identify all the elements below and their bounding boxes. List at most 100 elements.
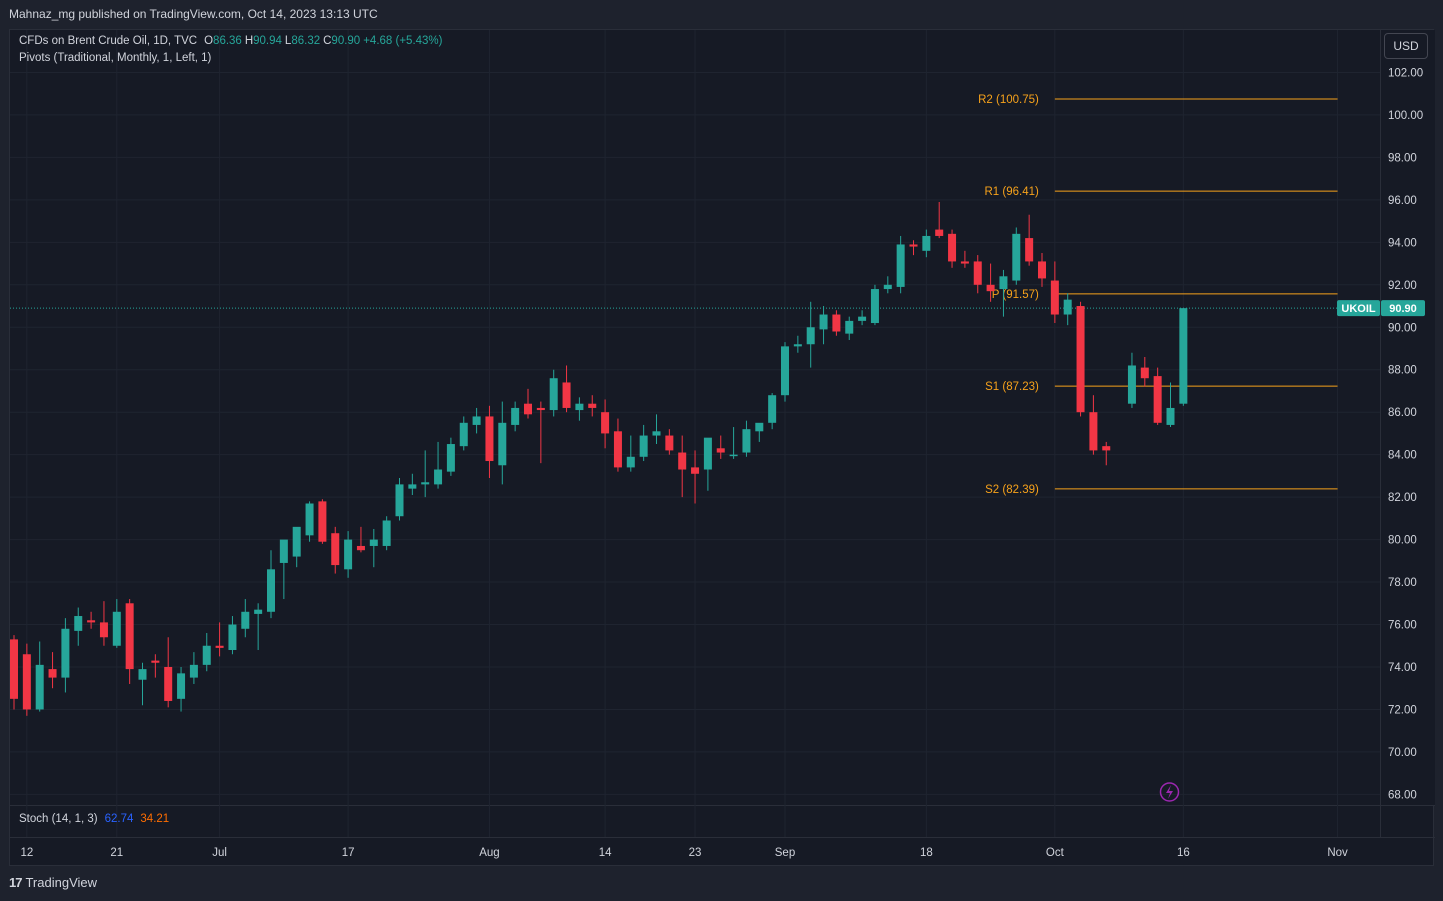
candle xyxy=(1076,301,1085,417)
candle xyxy=(382,516,391,551)
candle-body xyxy=(562,382,571,408)
candle-body xyxy=(793,344,802,347)
candle-body xyxy=(678,452,687,470)
candle-body xyxy=(99,622,108,638)
candle xyxy=(511,401,520,432)
last-price-label: 90.90 xyxy=(1389,303,1417,315)
candle xyxy=(254,603,263,650)
candle-body xyxy=(421,482,430,485)
candle-body xyxy=(703,437,712,470)
candle xyxy=(1050,261,1059,324)
candle xyxy=(755,422,764,442)
candle-body xyxy=(909,244,918,247)
candle xyxy=(768,393,777,430)
candle-body xyxy=(331,533,340,566)
candle-body xyxy=(305,503,314,536)
stoch-label: Stoch (14, 1, 3) xyxy=(19,813,98,825)
candle xyxy=(832,310,841,336)
symbol-legend: CFDs on Brent Crude Oil, 1D, TVC O86.36 H9… xyxy=(19,35,445,47)
candle xyxy=(703,437,712,491)
candle-body xyxy=(177,673,186,699)
candle xyxy=(973,255,982,294)
candle-body xyxy=(870,289,879,324)
candle xyxy=(112,599,121,648)
candle xyxy=(601,399,610,449)
candle xyxy=(626,435,635,472)
candle-body xyxy=(202,645,211,665)
candle-body xyxy=(1025,238,1034,262)
candle-body xyxy=(1166,407,1175,425)
candle-body xyxy=(575,403,584,411)
candle-body xyxy=(768,395,777,423)
y-tick-label: 90.00 xyxy=(1388,322,1417,334)
candle-body xyxy=(729,454,738,457)
candle-body xyxy=(1153,376,1162,423)
currency-button[interactable]: USD xyxy=(1384,33,1428,59)
candle-body xyxy=(960,261,969,264)
candle xyxy=(870,284,879,326)
price-chart[interactable]: 102.00 100.00 98.00 96.00 94.00 92.00 90.00 88.… xyxy=(10,30,1435,867)
candle xyxy=(151,654,160,678)
candle xyxy=(845,316,854,340)
candle xyxy=(74,607,83,646)
candle xyxy=(202,633,211,672)
candle-body xyxy=(434,469,443,485)
candle xyxy=(536,401,545,464)
pivots-legend: Pivots (Traditional, Monthly, 1, Left, 1… xyxy=(19,52,212,64)
tradingview-logo[interactable]: 17 TradingView xyxy=(9,875,97,890)
candle-body xyxy=(125,603,134,670)
candle xyxy=(986,263,995,302)
candle xyxy=(344,531,353,578)
y-tick-label: 102.00 xyxy=(1388,67,1423,79)
candle xyxy=(164,637,173,708)
candle xyxy=(1025,214,1034,266)
candle-body xyxy=(639,435,648,457)
chart-frame[interactable]: 102.00 100.00 98.00 96.00 94.00 92.00 90.00 88.… xyxy=(9,29,1435,867)
candle xyxy=(1166,382,1175,428)
candle-body xyxy=(1127,365,1136,404)
candle-body xyxy=(318,501,327,542)
y-tick-label: 80.00 xyxy=(1388,535,1417,547)
candle-body xyxy=(48,669,57,678)
lightning-icon xyxy=(1159,782,1180,802)
candle-body xyxy=(267,569,275,612)
candle-body xyxy=(1050,280,1059,315)
candle-body xyxy=(1012,233,1021,281)
candle-body xyxy=(254,609,263,614)
candle xyxy=(331,526,340,574)
candle xyxy=(356,526,365,553)
candle-body xyxy=(1076,306,1085,413)
candle-body xyxy=(1038,261,1046,279)
x-tick-label: 17 xyxy=(342,847,355,859)
last-price-tag xyxy=(1381,300,1425,317)
candle-body xyxy=(1140,367,1149,379)
candle-body xyxy=(408,484,417,489)
x-tick-label: 18 xyxy=(920,847,933,859)
candle-body xyxy=(665,435,674,451)
candle-body xyxy=(549,378,558,411)
candle xyxy=(125,599,134,684)
candle-body xyxy=(61,628,70,678)
candle-body xyxy=(369,539,378,546)
candle xyxy=(639,424,648,462)
candle xyxy=(10,635,18,710)
candle xyxy=(1153,367,1162,425)
candle-body xyxy=(999,276,1008,290)
candle-body xyxy=(896,244,905,287)
candle-body xyxy=(35,664,44,710)
candle xyxy=(806,301,815,368)
candle-body xyxy=(459,422,468,447)
y-tick-label: 84.00 xyxy=(1388,450,1417,462)
y-tick-label: 78.00 xyxy=(1388,577,1417,589)
candle xyxy=(1179,308,1188,406)
candle-body xyxy=(151,660,160,663)
y-tick-label: 94.00 xyxy=(1388,237,1417,249)
candle xyxy=(678,435,687,498)
candle-body xyxy=(948,233,957,262)
candle xyxy=(318,499,327,544)
candle xyxy=(999,269,1008,317)
candle-body xyxy=(986,284,995,292)
candle-body xyxy=(626,456,635,468)
candle-body xyxy=(485,416,494,462)
candle-body xyxy=(691,467,700,474)
